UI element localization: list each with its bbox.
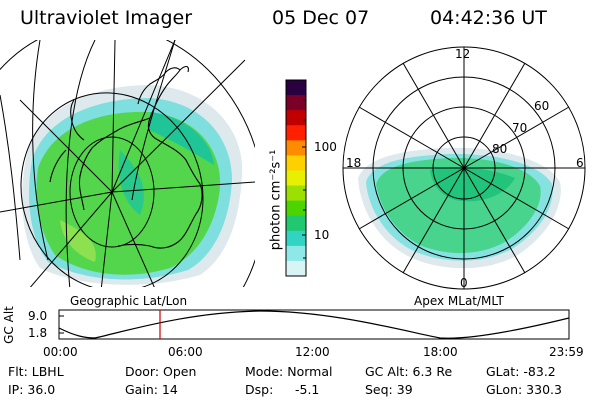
colorbar-swatch	[286, 125, 306, 141]
dsp-info: Dsp:	[245, 382, 274, 397]
mlt-label-0: 0	[460, 276, 468, 290]
colorbar-swatch	[286, 260, 306, 277]
glon-info: GLon: 330.3	[486, 382, 562, 397]
colorbar-swatch	[286, 170, 306, 187]
mlat-label-80: 80	[492, 142, 508, 156]
instrument-title: Ultraviolet Imager	[20, 7, 193, 29]
geo-panel-label: Geographic Lat/Lon	[70, 294, 188, 308]
orbit-xtick-1: 06:00	[168, 345, 203, 359]
colorbar-swatch	[286, 245, 306, 262]
time-label: 04:42:36 UT	[430, 7, 547, 29]
apex-polar-plot	[342, 46, 586, 290]
filter-info: Flt: LBHL	[8, 364, 64, 379]
orbit-ytick-high: 9.0	[28, 309, 48, 323]
glat-info: GLat: -83.2	[486, 364, 556, 379]
colorbar-swatch	[286, 230, 306, 247]
orbit-xtick-0: 00:00	[43, 345, 78, 359]
mlt-label-6: 6	[576, 156, 584, 170]
mlat-label-60: 60	[534, 99, 550, 113]
colorbar-swatch	[286, 200, 306, 217]
gc-alt-info: GC Alt: 6.3 Re	[365, 364, 453, 379]
colorbar-swatch	[286, 80, 306, 96]
mode-info: Mode: Normal	[245, 364, 333, 379]
ip-info: IP: 36.0	[8, 382, 56, 397]
colorbar-unit-label: photon cm⁻²s⁻¹	[268, 149, 284, 251]
orbit-xtick-2: 12:00	[295, 345, 330, 359]
date-label: 05 Dec 07	[272, 7, 370, 29]
colorbar-swatch	[286, 110, 306, 126]
geographic-map	[0, 40, 255, 287]
colorbar-tick-10: 10	[314, 228, 330, 242]
seq-info: Seq: 39	[365, 382, 413, 397]
mlat-label-70: 70	[512, 121, 528, 135]
colorbar-swatch	[286, 155, 306, 171]
colorbar-swatch	[286, 95, 306, 111]
gain-info: Gain: 14	[125, 382, 178, 397]
orbit-xtick-3: 18:00	[423, 345, 458, 359]
colorbar-swatch	[286, 215, 306, 232]
orbit-ytick-low: 1.8	[28, 326, 48, 340]
door-info: Door: Open	[125, 364, 197, 379]
colorbar-swatch	[286, 185, 306, 202]
orbit-xtick-4: 23:59	[549, 345, 584, 359]
apex-panel-label: Apex MLat/MLT	[414, 294, 504, 308]
colorbar-tick-100: 100	[314, 140, 337, 154]
orbit-ylabel: GC Alt	[2, 306, 16, 344]
dsp-value: -5.1	[295, 382, 320, 397]
orbit-altitude-plot	[58, 309, 570, 340]
colorbar	[285, 79, 307, 277]
mlt-label-18: 18	[346, 156, 362, 170]
colorbar-swatch	[286, 140, 306, 156]
mlt-label-12: 12	[455, 47, 471, 61]
